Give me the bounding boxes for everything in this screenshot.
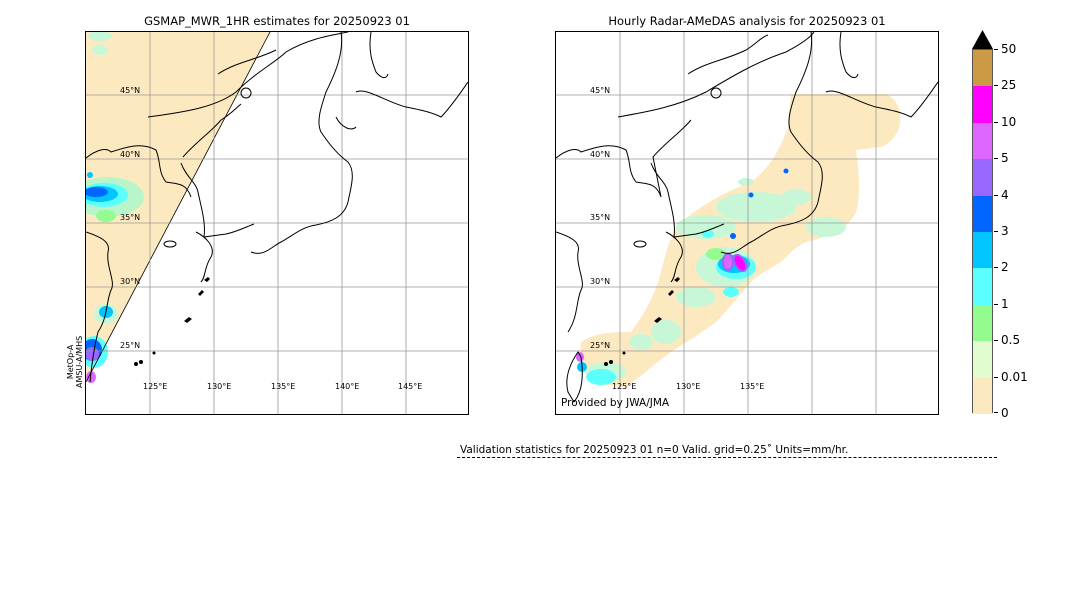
validation-statistics: Validation statistics for 20250923 01 n=… bbox=[460, 444, 849, 456]
lon-label-135: 135°E bbox=[740, 382, 765, 391]
satellite-name: MetOp-A bbox=[66, 344, 75, 380]
lat-label-30: 30°N bbox=[590, 277, 611, 286]
lat-label-35: 35°N bbox=[590, 213, 611, 222]
right-map-canvas bbox=[556, 32, 938, 414]
colorbar-seg-4-5 bbox=[973, 159, 992, 196]
lat-label-40: 40°N bbox=[590, 150, 611, 159]
colorbar-label-3: 3 bbox=[1001, 224, 1009, 238]
colorbar bbox=[972, 49, 993, 414]
lon-label-130: 130°E bbox=[676, 382, 701, 391]
colorbar-label-25: 25 bbox=[1001, 78, 1017, 92]
colorbar-seg-2-3 bbox=[973, 232, 992, 268]
right-map-title: Hourly Radar-AMeDAS analysis for 2025092… bbox=[608, 14, 886, 28]
colorbar-label-10: 10 bbox=[1001, 115, 1017, 129]
colorbar-seg-3-4 bbox=[973, 196, 992, 232]
data-credit: Provided by JWA/JMA bbox=[561, 397, 670, 409]
left-map-title: GSMAP_MWR_1HR estimates for 20250923 01 bbox=[144, 14, 410, 28]
lat-label-25: 25°N bbox=[120, 341, 141, 350]
lat-label-45: 45°N bbox=[120, 86, 141, 95]
colorbar-extend-arrow-icon bbox=[972, 30, 993, 49]
sensor-name: AMSU-A/MHS bbox=[75, 335, 84, 388]
lat-label-40: 40°N bbox=[120, 150, 141, 159]
colorbar-seg-0.01-0.5 bbox=[973, 341, 992, 378]
validation-divider bbox=[457, 457, 997, 458]
colorbar-label-1: 1 bbox=[1001, 297, 1009, 311]
colorbar-label-0: 0 bbox=[1001, 406, 1009, 420]
lon-label-130: 130°E bbox=[207, 382, 232, 391]
colorbar-label-4: 4 bbox=[1001, 188, 1009, 202]
lon-label-140: 140°E bbox=[335, 382, 360, 391]
colorbar-seg-0-0.01 bbox=[973, 378, 992, 414]
lon-label-135: 135°E bbox=[271, 382, 296, 391]
colorbar-seg-5-10 bbox=[973, 123, 992, 159]
lat-label-35: 35°N bbox=[120, 213, 141, 222]
right-map: 45°N 40°N 35°N 30°N 25°N 125°E 130°E 135… bbox=[555, 31, 939, 415]
left-map-canvas bbox=[86, 32, 468, 414]
colorbar-label-2: 2 bbox=[1001, 260, 1009, 274]
colorbar-seg-0.5-1 bbox=[973, 305, 992, 341]
colorbar-label-5: 5 bbox=[1001, 151, 1009, 165]
colorbar-seg-25-50 bbox=[973, 50, 992, 86]
lat-label-25: 25°N bbox=[590, 341, 611, 350]
lon-label-125: 125°E bbox=[612, 382, 637, 391]
lon-label-145: 145°E bbox=[398, 382, 423, 391]
colorbar-label-0.01: 0.01 bbox=[1001, 370, 1028, 384]
colorbar-label-0.5: 0.5 bbox=[1001, 333, 1021, 347]
left-map: 45°N 40°N 35°N 30°N 25°N 125°E 130°E 135… bbox=[85, 31, 469, 415]
colorbar-seg-1-2 bbox=[973, 268, 992, 305]
colorbar-seg-10-25 bbox=[973, 86, 992, 123]
satellite-label: MetOp-A AMSU-A/MHS bbox=[66, 336, 84, 388]
lat-label-30: 30°N bbox=[120, 277, 141, 286]
lon-label-125: 125°E bbox=[143, 382, 168, 391]
colorbar-label-50: 50 bbox=[1001, 42, 1017, 56]
lat-label-45: 45°N bbox=[590, 86, 611, 95]
